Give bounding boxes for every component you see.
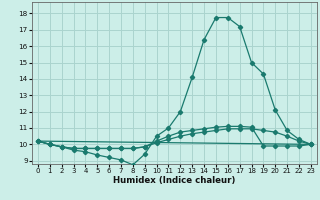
X-axis label: Humidex (Indice chaleur): Humidex (Indice chaleur) <box>113 176 236 185</box>
